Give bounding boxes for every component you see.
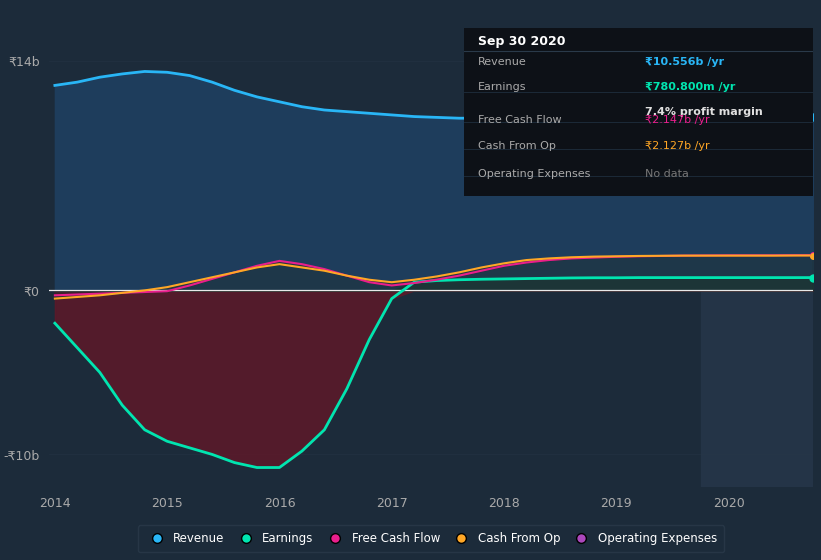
- Text: ₹2.127b /yr: ₹2.127b /yr: [645, 141, 710, 151]
- Text: Sep 30 2020: Sep 30 2020: [478, 35, 566, 48]
- Text: ₹2.147b /yr: ₹2.147b /yr: [645, 115, 710, 125]
- Text: Revenue: Revenue: [478, 57, 526, 67]
- Text: Operating Expenses: Operating Expenses: [478, 169, 590, 179]
- Legend: Revenue, Earnings, Free Cash Flow, Cash From Op, Operating Expenses: Revenue, Earnings, Free Cash Flow, Cash …: [138, 525, 724, 553]
- Bar: [700, 28, 821, 487]
- Text: Earnings: Earnings: [478, 82, 526, 92]
- Text: No data: No data: [645, 169, 689, 179]
- Text: 7.4% profit margin: 7.4% profit margin: [645, 107, 763, 117]
- Text: ₹780.800m /yr: ₹780.800m /yr: [645, 82, 736, 92]
- Text: Cash From Op: Cash From Op: [478, 141, 556, 151]
- Text: Free Cash Flow: Free Cash Flow: [478, 115, 562, 125]
- Text: ₹10.556b /yr: ₹10.556b /yr: [645, 57, 724, 67]
